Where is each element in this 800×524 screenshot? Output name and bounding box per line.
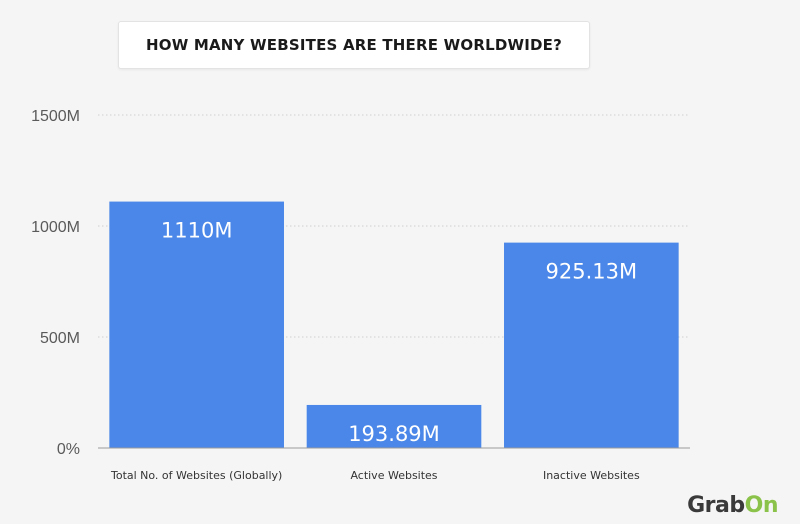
- x-tick-label: Total No. of Websites (Globally): [110, 469, 282, 482]
- brand-logo: GrabOn: [687, 493, 778, 518]
- data-label: 193.89M: [348, 422, 440, 446]
- bar: [306, 404, 482, 448]
- data-label: 925.13M: [546, 260, 638, 284]
- bar: [109, 201, 284, 448]
- y-tick-label: 500M: [40, 330, 80, 347]
- y-tick-label: 1000M: [31, 219, 80, 236]
- y-tick-label: 0%: [57, 441, 80, 458]
- chart-title: HOW MANY WEBSITES ARE THERE WORLDWIDE?: [145, 36, 563, 54]
- bar: [504, 242, 679, 448]
- data-label: 1110M: [161, 219, 233, 243]
- chart-title-box: HOW MANY WEBSITES ARE THERE WORLDWIDE?: [118, 21, 590, 69]
- x-tick-label: Active Websites: [350, 469, 437, 482]
- y-tick-label: 1500M: [31, 108, 80, 125]
- x-tick-label: Inactive Websites: [543, 469, 640, 482]
